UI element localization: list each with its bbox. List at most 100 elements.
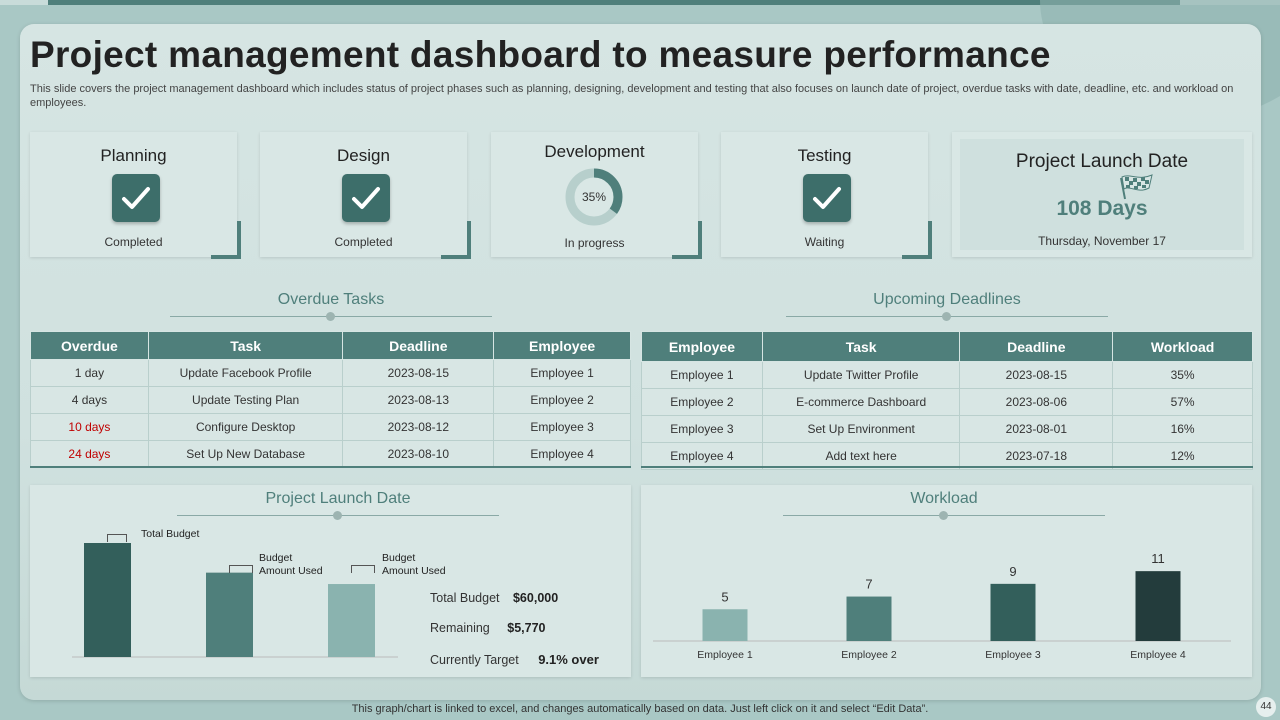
summary-value: $60,000: [512, 591, 559, 605]
upcoming-deadlines-table: Employee Task Deadline Workload Employee…: [641, 331, 1253, 470]
column-header: Deadline: [959, 331, 1114, 362]
phase-card-design: Design Completed: [260, 132, 471, 259]
overdue-tasks-title: Overdue Tasks: [277, 291, 385, 308]
employee-cell: Employee 3: [493, 413, 631, 441]
employee-cell: Employee 2: [493, 386, 631, 414]
summary-current-target: Currently Target 9.1% over: [430, 652, 599, 667]
workload-category-label: Employee 4: [1130, 649, 1186, 661]
table-row: 10 days Configure Desktop 2023-08-12 Emp…: [30, 413, 631, 441]
table-row: 1 day Update Facebook Profile 2023-08-15…: [30, 359, 631, 387]
launch-title: Project Launch Date: [1015, 151, 1189, 172]
phase-card-development: Development 35% In progress: [491, 132, 702, 259]
table-header-row: Employee Task Deadline Workload: [641, 331, 1253, 362]
check-icon: [342, 174, 390, 222]
table-row: Employee 2 E-commerce Dashboard 2023-08-…: [641, 388, 1253, 416]
workload-bar: [846, 596, 892, 641]
table-row: 4 days Update Testing Plan 2023-08-13 Em…: [30, 386, 631, 414]
corner-accent: [672, 221, 702, 259]
upcoming-deadlines-title: Upcoming Deadlines: [873, 291, 1021, 308]
task-cell: Update Testing Plan: [147, 386, 344, 414]
employee-cell: Employee 4: [641, 442, 763, 470]
overdue-cell-late: 10 days: [30, 413, 149, 441]
divider-dot: [939, 511, 948, 520]
summary-value: $5,770: [507, 621, 546, 635]
progress-label: 35%: [582, 190, 606, 204]
page-title: Project management dashboard to measure …: [30, 34, 1051, 75]
summary-label: Total Budget: [430, 591, 500, 605]
phase-title: Testing: [797, 146, 852, 165]
phase-title: Planning: [100, 146, 167, 165]
deadline-cell: 2023-08-01: [959, 415, 1114, 443]
progress-donut: 35%: [565, 168, 623, 226]
progress-arc: [565, 168, 623, 226]
budget-bar: [84, 543, 131, 657]
launch-date-card: Project Launch Date 108 Days Thursday, N…: [952, 132, 1252, 257]
workload-value-label: 11: [1151, 551, 1165, 566]
annotation-bracket: [351, 565, 375, 573]
budget-card-title: Project Launch Date: [265, 490, 411, 507]
task-cell: Configure Desktop: [147, 413, 344, 441]
table-row: Employee 4 Add text here 2023-07-18 12%: [641, 442, 1253, 470]
workload-category-label: Employee 1: [697, 649, 753, 661]
divider-dot: [326, 312, 335, 321]
workload-category-label: Employee 3: [985, 649, 1041, 661]
checkered-flag-icon: [1120, 174, 1153, 200]
overdue-cell-late: 24 days: [30, 440, 149, 468]
page-description: This slide covers the project management…: [30, 83, 1234, 109]
phase-status: Completed: [104, 235, 163, 249]
deadline-cell: 2023-08-06: [959, 388, 1114, 416]
divider-dot: [333, 511, 342, 520]
task-cell: Set Up New Database: [147, 440, 344, 468]
workload-cell: 16%: [1112, 415, 1253, 443]
deadline-cell: 2023-08-13: [342, 386, 495, 414]
workload-bar: [990, 583, 1036, 641]
top-stripe: [0, 0, 1280, 5]
budget-bar-chart: [72, 543, 398, 658]
launch-days: 108 Days: [1056, 197, 1148, 220]
summary-remaining: Remaining $5,770: [430, 621, 545, 635]
table-bottom-rule: [30, 466, 631, 468]
divider-dot: [942, 312, 951, 321]
annotation-bracket: [107, 534, 127, 542]
workload-value-label: 7: [865, 577, 872, 592]
column-header: Task: [761, 331, 961, 362]
employee-cell: Employee 2: [641, 388, 763, 416]
phase-status: In progress: [564, 236, 625, 250]
column-header: Employee: [641, 331, 763, 362]
corner-accent: [902, 221, 932, 259]
task-cell: E-commerce Dashboard: [761, 388, 961, 416]
table-bottom-rule: [641, 466, 1253, 468]
phase-status: Waiting: [804, 235, 845, 249]
workload-value-label: 5: [721, 589, 728, 604]
deadline-cell: 2023-08-15: [959, 361, 1114, 389]
task-cell: Update Facebook Profile: [147, 359, 344, 387]
workload-cell: 12%: [1112, 442, 1253, 470]
workload-cell: 35%: [1112, 361, 1253, 389]
column-header: Deadline: [342, 331, 495, 360]
annotation-bracket: [229, 565, 253, 573]
footer-note: This graph/chart is linked to excel, and…: [351, 703, 929, 715]
budget-bar: [328, 584, 375, 657]
table-row: Employee 1 Update Twitter Profile 2023-0…: [641, 361, 1253, 389]
top-stripe-accent: [0, 0, 48, 5]
phase-title: Development: [544, 142, 645, 161]
summary-label: Remaining: [430, 621, 490, 635]
column-header: Task: [147, 331, 344, 360]
overdue-table: Overdue Task Deadline Employee 1 day Upd…: [30, 331, 631, 468]
phase-card-testing: Testing Waiting: [721, 132, 932, 259]
deadline-cell: 2023-08-12: [342, 413, 495, 441]
workload-bar-chart: 5 Employee 1 7 Employee 2 9 Employee 3 11 Emplo…: [653, 551, 1231, 661]
phase-status: Completed: [334, 235, 393, 249]
corner-accent: [441, 221, 471, 259]
workload-cell: 57%: [1112, 388, 1253, 416]
column-header: Workload: [1112, 331, 1253, 362]
deadline-cell: 2023-08-15: [342, 359, 495, 387]
check-icon: [803, 174, 851, 222]
summary-total-budget: Total Budget $60,000: [430, 591, 558, 605]
phase-card-planning: Planning Completed: [30, 132, 241, 259]
phase-title: Design: [337, 146, 390, 165]
budget-bar: [206, 572, 253, 657]
table-row: Employee 3 Set Up Environment 2023-08-01…: [641, 415, 1253, 443]
summary-label: Currently Target: [430, 653, 519, 667]
workload-card-title: Workload: [910, 490, 978, 507]
